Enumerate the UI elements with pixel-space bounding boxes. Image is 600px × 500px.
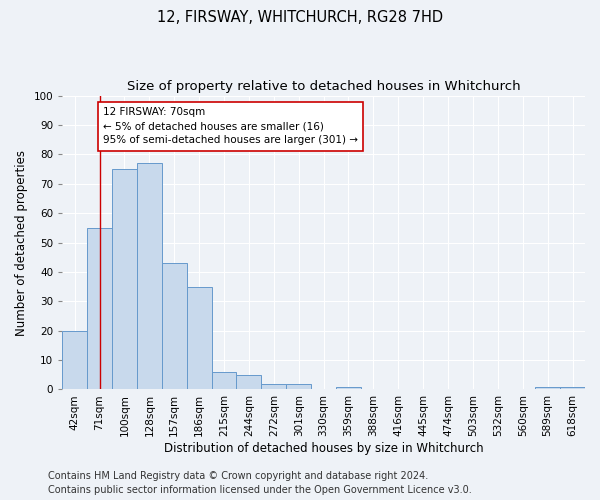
Bar — [87, 228, 112, 390]
Bar — [336, 386, 361, 390]
Text: Contains HM Land Registry data © Crown copyright and database right 2024.
Contai: Contains HM Land Registry data © Crown c… — [48, 471, 472, 495]
Bar — [137, 163, 162, 390]
Bar — [236, 375, 262, 390]
Bar — [535, 386, 560, 390]
X-axis label: Distribution of detached houses by size in Whitchurch: Distribution of detached houses by size … — [164, 442, 484, 455]
Bar — [62, 330, 87, 390]
Bar — [262, 384, 286, 390]
Bar — [212, 372, 236, 390]
Bar — [162, 263, 187, 390]
Text: 12 FIRSWAY: 70sqm
← 5% of detached houses are smaller (16)
95% of semi-detached : 12 FIRSWAY: 70sqm ← 5% of detached house… — [103, 108, 358, 146]
Y-axis label: Number of detached properties: Number of detached properties — [15, 150, 28, 336]
Bar — [187, 286, 212, 390]
Bar — [286, 384, 311, 390]
Title: Size of property relative to detached houses in Whitchurch: Size of property relative to detached ho… — [127, 80, 520, 93]
Text: 12, FIRSWAY, WHITCHURCH, RG28 7HD: 12, FIRSWAY, WHITCHURCH, RG28 7HD — [157, 10, 443, 25]
Bar — [560, 386, 585, 390]
Bar — [112, 169, 137, 390]
